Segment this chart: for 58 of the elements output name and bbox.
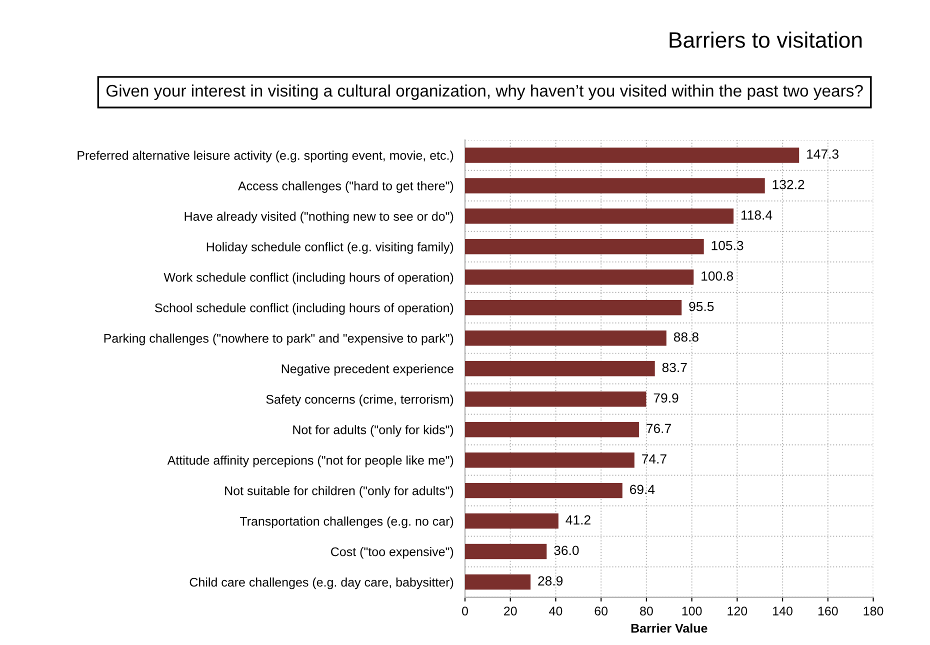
x-tick-label: 100 <box>682 606 702 616</box>
bar <box>465 270 694 285</box>
x-tick-label: 0 <box>462 606 468 616</box>
y-tick-label: Parking challenges ("nowhere to park" and "expensive to park") <box>104 334 454 346</box>
x-tick-label: 180 <box>864 606 884 616</box>
y-tick-label: Cost ("too expensive") <box>331 547 454 559</box>
bar <box>465 208 734 224</box>
data-label: 41.2 <box>566 515 590 524</box>
bar <box>465 391 646 407</box>
data-label: 74.7 <box>642 454 666 464</box>
bar <box>465 482 622 498</box>
y-tick-label: School schedule conflict (including hours of operation) <box>154 303 454 315</box>
bar <box>465 178 765 194</box>
y-tick-label: Negative precedent experience <box>282 364 454 376</box>
x-tick-label: 160 <box>818 606 838 616</box>
data-label: 95.5 <box>689 302 714 312</box>
y-tick-label: Transportation challenges (e.g. no car) <box>240 516 454 528</box>
x-tick-label: 140 <box>773 606 792 616</box>
bar <box>465 360 655 376</box>
y-tick-label: Not for adults ("only for kids") <box>293 425 454 437</box>
chart-subtitle: Given your interest in visiting a cultural organization, why haven’t you visited within the past two years? <box>106 84 863 100</box>
y-tick-label: Safety concerns (crime, terrorism) <box>266 394 454 406</box>
data-label: 105.3 <box>712 240 744 250</box>
x-tick-label: 120 <box>728 606 748 616</box>
data-label: 88.8 <box>674 332 698 342</box>
y-tick-label: Have already visited ("nothing new to see or do") <box>184 212 454 224</box>
bar <box>465 300 682 316</box>
bar <box>465 574 531 590</box>
data-label: 79.9 <box>654 393 678 403</box>
data-label: 100.8 <box>702 271 734 281</box>
bar <box>465 239 704 254</box>
x-tick-label: 80 <box>640 606 653 616</box>
bar <box>465 544 547 560</box>
bar <box>465 452 634 468</box>
x-tick-label: 40 <box>549 606 562 616</box>
data-label: 132.2 <box>772 180 804 190</box>
data-label: 118.4 <box>742 210 772 220</box>
data-label: 36.0 <box>554 546 579 556</box>
chart-title: Barriers to visitation <box>670 32 862 48</box>
y-tick-label: Access challenges ("hard to get there") <box>238 181 454 193</box>
y-tick-label: Work schedule conflict (including hours of operation) <box>164 272 454 284</box>
bar <box>465 513 558 529</box>
y-tick-label: Not suitable for children ("only for adults") <box>225 486 454 498</box>
y-tick-label: Child care challenges (e.g. day care, babysitter) <box>190 577 454 590</box>
data-label: 69.4 <box>630 484 655 494</box>
x-axis-title: Barrier Value <box>631 624 708 633</box>
data-label: 83.7 <box>662 362 687 372</box>
bar <box>465 330 666 346</box>
bar <box>465 148 800 163</box>
x-tick-label: 20 <box>504 606 517 616</box>
y-tick-label: Holiday schedule conflict (e.g. visiting family) <box>206 242 454 254</box>
y-tick-label: Preferred alternative leisure activity (e.g. sporting event, movie, etc.) <box>78 150 454 162</box>
y-tick-label: Attitude affinity percepions ("not for people like me") <box>167 456 454 468</box>
data-label: 147.3 <box>807 149 838 159</box>
data-label: 76.7 <box>646 424 671 434</box>
bar <box>465 422 639 438</box>
data-label: 28.9 <box>538 576 563 586</box>
x-tick-label: 60 <box>594 606 608 616</box>
